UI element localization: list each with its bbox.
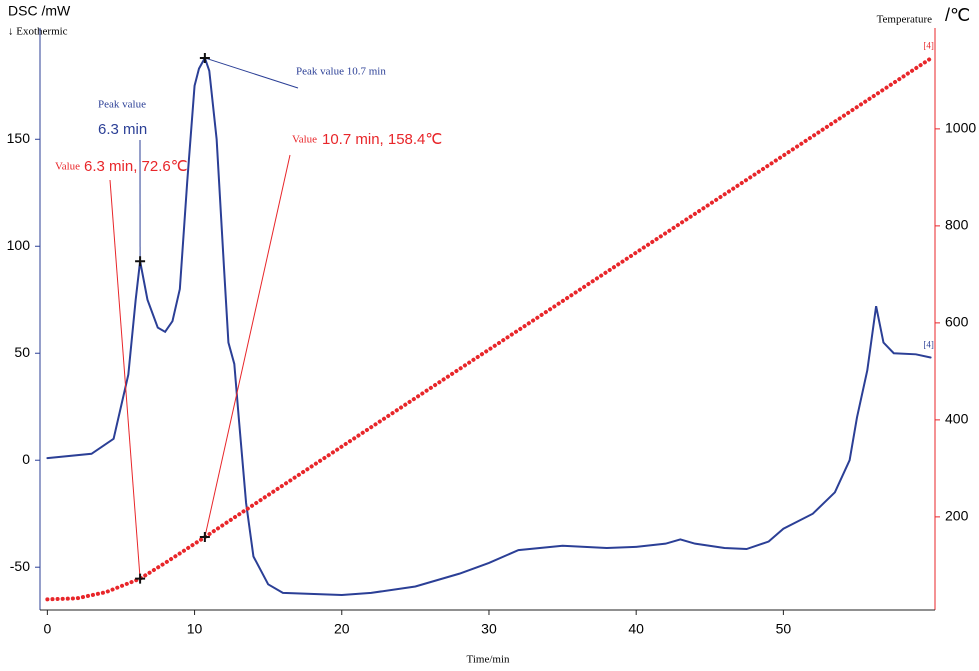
y2-axis-title: Temperature [877,14,933,26]
dsc-line [46,55,932,597]
x-tick-label: 10 [187,621,203,637]
cross-marker [199,52,210,63]
annotation-text: Peak value 10.7 min [296,66,386,78]
annotation-title: Value [55,161,80,173]
x-tick-label: 20 [334,621,350,637]
annotation-title: Value [292,134,317,146]
end-marker: [4] [923,340,934,350]
annotation-text: 6.3 min, 72.6℃ [84,158,188,175]
y-axis-label: DSC /mW [8,3,71,19]
leader-line [204,154,291,538]
cross-marker [135,573,146,584]
temperature-line [45,56,933,602]
x-tick-label: 0 [43,621,51,637]
x-tick-label: 30 [481,621,497,637]
annotation-title: Peak value [98,99,146,111]
annotation-text: 10.7 min, 158.4℃ [322,131,442,148]
end-marker: [4] [923,41,934,51]
y-tick-label: 150 [7,130,31,146]
x-axis-label: Time/min [467,654,510,666]
y-tick-label: 100 [7,237,31,253]
y-tick-label: 50 [14,344,30,360]
cross-marker [135,256,146,267]
annotation-text: 6.3 min [98,121,147,138]
leader-line [109,179,141,579]
leader-line [204,57,299,89]
y-axis-note: ↓ Exothermic [8,26,68,38]
y2-tick-label: 400 [945,411,969,427]
cross-marker [199,532,210,543]
y2-tick-label: 600 [945,314,969,330]
x-tick-label: 40 [628,621,644,637]
y-tick-label: 0 [22,451,30,467]
y2-axis-label: /℃ [945,5,970,25]
y2-tick-label: 200 [945,508,969,524]
x-tick-label: 50 [776,621,792,637]
y-tick-label: -50 [10,558,30,574]
y2-tick-label: 1000 [945,120,976,136]
y2-tick-label: 800 [945,217,969,233]
